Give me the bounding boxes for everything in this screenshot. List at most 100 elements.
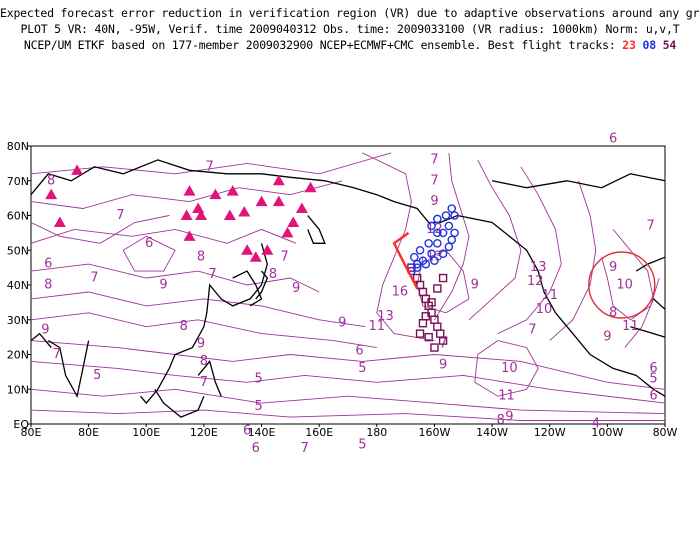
track-08-point bbox=[438, 249, 448, 259]
contour-label: 6 bbox=[649, 389, 657, 404]
observation-triangle bbox=[261, 244, 274, 255]
track-08-point bbox=[444, 221, 454, 231]
plot-title-line3-text: NCEP/UM ETKF based on 177-member 2009032… bbox=[23, 38, 616, 52]
track-54-point bbox=[421, 312, 431, 321]
contour-line-18 bbox=[474, 340, 539, 397]
observation-triangle bbox=[272, 174, 285, 186]
observation-triangle bbox=[71, 164, 84, 175]
longitude-tick-label: 120W bbox=[534, 426, 566, 439]
contour-label: 5 bbox=[358, 361, 366, 376]
track-08-legend: 08 bbox=[642, 38, 656, 52]
latitude-tick-label: 70N bbox=[7, 175, 29, 188]
contour-line-13 bbox=[497, 166, 562, 335]
track-08-point bbox=[433, 238, 442, 248]
contour-label: 8 bbox=[497, 413, 505, 428]
track-08-point bbox=[433, 228, 442, 238]
contour-line-5 bbox=[30, 409, 665, 421]
contour-label: 6 bbox=[649, 361, 657, 376]
contour-label: 11 bbox=[498, 389, 515, 404]
contour-line-2 bbox=[30, 340, 666, 390]
contour-label: 9 bbox=[439, 357, 447, 372]
contour-line-11 bbox=[434, 152, 470, 321]
contour-label: 7 bbox=[280, 250, 288, 265]
observation-triangle bbox=[53, 216, 66, 227]
observation-triangle bbox=[272, 195, 285, 207]
contour-label: 5 bbox=[255, 371, 263, 386]
contour-line-12 bbox=[468, 159, 522, 321]
contour-label: 7 bbox=[200, 375, 208, 390]
track-08-point bbox=[427, 249, 436, 259]
verification-region-circle bbox=[588, 251, 656, 319]
longitude-tick-label: 140W bbox=[476, 426, 508, 439]
longitude-tick-label: 100E bbox=[132, 426, 160, 439]
contour-label: 12 bbox=[527, 274, 544, 289]
contour-label: 8 bbox=[200, 354, 208, 369]
contour-label: 11 bbox=[541, 288, 558, 303]
track-23-path bbox=[392, 231, 419, 290]
track-08-point bbox=[430, 256, 439, 265]
coastline-2 bbox=[307, 215, 326, 244]
contour-label: 11 bbox=[369, 319, 386, 334]
contour-label: 10 bbox=[501, 361, 518, 376]
contour-label: 9 bbox=[159, 278, 167, 293]
contour-label: 5 bbox=[358, 437, 366, 452]
coastline-12 bbox=[154, 388, 205, 418]
contour-label: 9 bbox=[471, 278, 479, 293]
latitude-tick-label: 30N bbox=[7, 314, 29, 327]
latitude-tick-label: 60N bbox=[7, 210, 29, 223]
contour-label: 8 bbox=[197, 250, 205, 265]
latitude-tick-label: 20N bbox=[7, 349, 29, 362]
longitude-tick-label: 180 bbox=[366, 426, 387, 439]
contour-label: 7 bbox=[208, 267, 216, 282]
contour-line-9 bbox=[30, 152, 392, 175]
track-54-point bbox=[424, 332, 433, 342]
track-08-point bbox=[427, 221, 436, 231]
contour-label: 5 bbox=[255, 399, 263, 414]
track-08-point bbox=[450, 228, 459, 238]
contour-label: 9 bbox=[197, 337, 205, 352]
observation-triangle bbox=[249, 251, 262, 262]
track-08-point bbox=[424, 238, 433, 248]
contour-label: 7 bbox=[528, 323, 536, 338]
longitude-tick-label: 160W bbox=[419, 426, 451, 439]
coastline-6 bbox=[30, 332, 52, 349]
contour-line-15 bbox=[612, 229, 654, 348]
track-54-point bbox=[427, 298, 436, 307]
contour-label: 10 bbox=[536, 302, 553, 317]
observation-triangle bbox=[226, 185, 239, 196]
track-54-point bbox=[433, 284, 442, 293]
contour-label: 7 bbox=[301, 441, 309, 456]
observation-triangle bbox=[45, 188, 58, 200]
plot-title-line3: NCEP/UM ETKF based on 177-member 2009032… bbox=[0, 38, 700, 52]
contour-line-8 bbox=[30, 180, 343, 209]
track-08-point bbox=[421, 259, 431, 269]
longitude-tick-label: 80W bbox=[653, 426, 678, 439]
track-08-point bbox=[415, 245, 425, 255]
contour-label: 8 bbox=[44, 278, 52, 293]
latitude-tick-label: 50N bbox=[7, 244, 29, 257]
contour-label: 6 bbox=[609, 132, 617, 147]
coastline-3 bbox=[232, 270, 263, 307]
coastline-4 bbox=[255, 270, 269, 300]
contour-label: 7 bbox=[430, 173, 438, 188]
contour-line-3 bbox=[30, 360, 666, 404]
track-08-point bbox=[447, 235, 457, 245]
contour-line-4 bbox=[30, 388, 666, 415]
contour-label: 6 bbox=[44, 257, 52, 272]
contour-label: 4 bbox=[592, 417, 600, 432]
contour-label: 7 bbox=[90, 271, 98, 286]
contour-label: 5 bbox=[93, 368, 101, 383]
observation-triangle bbox=[195, 209, 208, 220]
track-08-point bbox=[447, 204, 457, 213]
track-08-point bbox=[433, 214, 442, 224]
observation-triangle bbox=[241, 244, 254, 255]
contour-label: 9 bbox=[338, 316, 346, 331]
observation-triangle bbox=[180, 209, 193, 220]
observation-triangle bbox=[304, 181, 317, 193]
observation-triangle bbox=[238, 206, 251, 217]
contour-line-16 bbox=[601, 257, 660, 321]
track-54-legend: 54 bbox=[662, 38, 677, 52]
observation-triangle bbox=[295, 202, 308, 214]
